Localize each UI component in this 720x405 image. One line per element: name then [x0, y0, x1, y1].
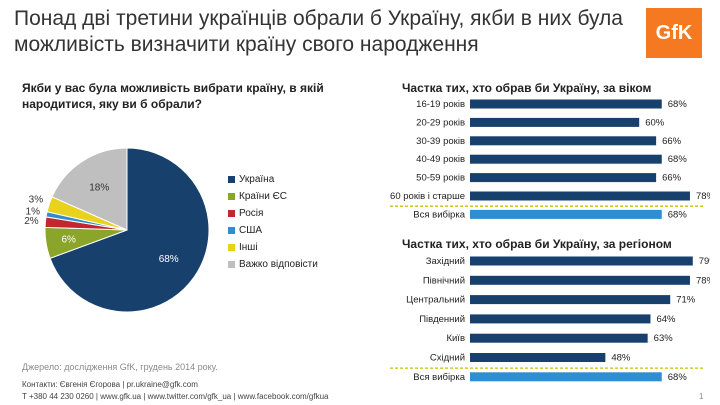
bar-20-29 років: [470, 117, 640, 127]
bar-category-label: 50-59 років: [416, 173, 465, 184]
bar-Північний: [470, 275, 690, 285]
pie-slice-Україна: [49, 147, 210, 313]
bar-50-59 років: [470, 173, 657, 183]
bar-category-label: Південний: [419, 314, 465, 325]
legend-swatch: [228, 193, 235, 200]
pie-label-Важко відповісти: 18%: [89, 182, 109, 193]
bar-16-19 років: [470, 99, 662, 109]
bar-30-39 років: [470, 136, 657, 146]
bar-category-label: 30-39 років: [416, 136, 465, 147]
bar-category-label: 40-49 років: [416, 154, 465, 165]
bar-category-label: 20-29 років: [416, 117, 465, 128]
region-chart-title: Частка тих, хто обрав би Україну, за рег…: [402, 237, 672, 251]
bar-Західний: [470, 256, 693, 266]
legend-label: США: [239, 225, 263, 236]
bar-category-label: Київ: [446, 333, 465, 344]
legend-item: Країни ЄС: [228, 188, 318, 205]
region-bar-chart: Західний 79% Північний 78% Центральний 71% Пів…: [390, 256, 710, 383]
bar-value-label: 71%: [676, 295, 696, 306]
bar-Вся вибірка: [470, 209, 662, 219]
pie-label-Країни ЄС: 6%: [61, 234, 76, 245]
legend-item: Росія: [228, 205, 318, 222]
legend-label: Росія: [239, 208, 264, 219]
page-number: 1: [699, 392, 704, 401]
page-title: Понад дві третини українців обрали б Укр…: [14, 7, 623, 56]
bar-value-label: 48%: [611, 353, 631, 364]
bar-value-label: 68%: [668, 154, 688, 165]
pie-chart: 68% 6% 2%1%3% 18%: [24, 147, 210, 313]
bar-category-label: Західний: [426, 256, 465, 267]
gfk-logo: GfK: [646, 8, 702, 58]
bar-category-label: Східний: [430, 353, 465, 364]
legend-label: Важко відповісти: [239, 259, 318, 270]
bar-value-label: 64%: [656, 314, 676, 325]
bar-Київ: [470, 333, 648, 343]
legend-item: США: [228, 222, 318, 239]
bar-value-label: 63%: [654, 333, 674, 344]
bar-value-label: 79%: [699, 256, 710, 267]
bar-value-label: 68%: [668, 209, 688, 220]
contacts-links: T +380 44 230 0260 | www.gfk.ua | www.tw…: [22, 392, 329, 401]
legend-item: Важко відповісти: [228, 256, 318, 273]
pie-label-США: 1%: [26, 207, 41, 218]
bar-category-label: Вся вибірка: [413, 209, 465, 220]
bar-category-label: Вся вибірка: [413, 372, 465, 383]
legend-item: Інші: [228, 239, 318, 256]
bar-60 років і старше: [470, 191, 690, 201]
bar-value-label: 78%: [696, 191, 710, 202]
bar-40-49 років: [470, 154, 662, 164]
bar-category-label: 60 років і старше: [390, 191, 465, 202]
bar-value-label: 66%: [662, 136, 682, 147]
legend-item: Україна: [228, 171, 318, 188]
legend-swatch: [228, 261, 235, 268]
bar-Східний: [470, 353, 606, 362]
pie-label-Росія: 2%: [24, 216, 39, 227]
legend-label: Країни ЄС: [239, 191, 288, 202]
bar-Вся вибірка: [470, 372, 662, 382]
bar-category-label: 16-19 років: [416, 99, 465, 110]
source-note: Джерело: дослідження GfK, грудень 2014 р…: [22, 362, 218, 372]
contacts-line: Контакти: Євгенія Єгорова | pr.ukraine@g…: [22, 380, 198, 389]
legend-swatch: [228, 244, 235, 251]
legend-swatch: [228, 210, 235, 217]
age-bar-chart: 16-19 років 68% 20-29 років 60% 30-39 років 6…: [390, 99, 710, 220]
legend-label: Україна: [239, 174, 275, 185]
legend-label: Інші: [239, 242, 258, 253]
legend-swatch: [228, 227, 235, 234]
bar-Центральний: [470, 295, 671, 305]
age-chart-title: Частка тих, хто обрав би Україну, за вік…: [402, 81, 652, 95]
pie-label-Інші: 3%: [29, 195, 44, 206]
bar-category-label: Північний: [423, 275, 465, 286]
pie-slice-Важко відповісти: [51, 147, 128, 231]
pie-legend: Україна Країни ЄС Росія США Інші Важко відпов…: [228, 171, 318, 273]
bar-value-label: 66%: [662, 173, 682, 184]
bar-Південний: [470, 314, 651, 324]
bar-value-label: 60%: [645, 117, 665, 128]
pie-question: Якби у вас була можливість вибрати країн…: [22, 81, 324, 111]
bar-value-label: 68%: [668, 372, 688, 383]
legend-swatch: [228, 176, 235, 183]
bar-value-label: 78%: [696, 275, 710, 286]
pie-label-Україна: 68%: [159, 254, 179, 265]
bar-category-label: Центральний: [406, 295, 465, 306]
bar-value-label: 68%: [668, 99, 688, 110]
